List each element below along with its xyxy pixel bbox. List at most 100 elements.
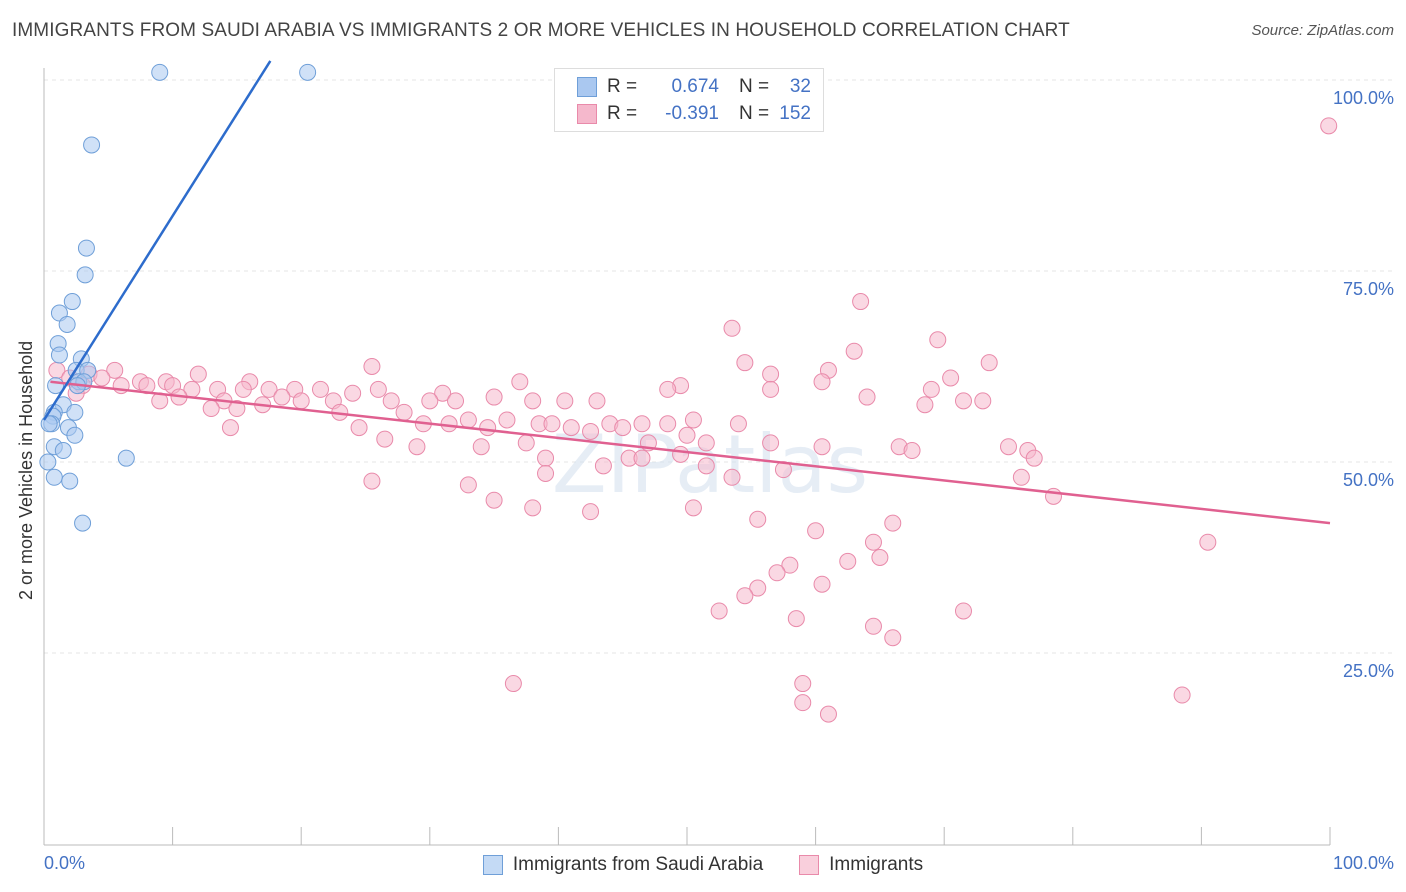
data-point-immigrants: [813, 575, 831, 593]
data-point-saudi-arabia: [77, 239, 95, 257]
data-point-immigrants: [382, 392, 400, 410]
data-point-immigrants: [1000, 438, 1017, 456]
data-point-immigrants: [916, 396, 934, 414]
data-point-immigrants: [517, 434, 535, 452]
data-point-immigrants: [434, 384, 452, 402]
data-point-immigrants: [813, 373, 831, 391]
data-point-immigrants: [633, 415, 651, 433]
data-point-immigrants: [447, 392, 465, 410]
data-point-saudi-arabia: [45, 468, 63, 486]
data-point-immigrants: [633, 449, 651, 467]
data-point-immigrants: [903, 442, 921, 460]
data-point-saudi-arabia: [54, 442, 72, 460]
data-point-immigrants: [472, 438, 490, 456]
data-point-immigrants: [749, 510, 767, 528]
data-point-immigrants: [1012, 468, 1030, 486]
r-label: R =: [607, 76, 638, 97]
legend-swatch-pink: [799, 855, 820, 875]
data-point-immigrants: [684, 411, 702, 429]
legend-item-saudi-arabia[interactable]: Immigrants from Saudi Arabia: [482, 854, 764, 876]
data-point-immigrants: [723, 319, 741, 337]
legend-item-immigrants[interactable]: Immigrants: [799, 854, 923, 876]
data-point-immigrants: [864, 617, 882, 635]
y-axis-label: 2 or more Vehicles in Household: [16, 340, 36, 600]
data-point-immigrants: [807, 522, 825, 540]
data-point-immigrants: [922, 380, 940, 398]
series-legend: Immigrants from Saudi Arabia Immigrants: [0, 852, 1406, 878]
x-tick-label: 100.0%: [1333, 853, 1394, 873]
source-credit: Source: ZipAtlas.com: [1251, 22, 1394, 39]
data-point-saudi-arabia: [61, 472, 79, 490]
gridlines: [44, 79, 1395, 654]
data-point-immigrants: [974, 392, 992, 410]
data-point-immigrants: [556, 392, 574, 410]
y-tick-label: 25.0%: [1343, 661, 1394, 681]
legend-label-saudi-arabia: Immigrants from Saudi Arabia: [512, 854, 764, 875]
data-point-saudi-arabia: [83, 136, 101, 154]
data-point-immigrants: [819, 705, 837, 723]
data-point-immigrants: [736, 587, 754, 605]
y-tick-label: 100.0%: [1333, 88, 1394, 108]
data-point-immigrants: [659, 380, 677, 398]
data-point-immigrants: [884, 514, 902, 532]
data-point-immigrants: [659, 415, 677, 433]
data-point-immigrants: [395, 403, 413, 421]
data-point-saudi-arabia: [50, 346, 68, 364]
data-point-immigrants: [221, 419, 239, 437]
data-point-immigrants: [787, 610, 805, 628]
data-point-immigrants: [459, 411, 477, 429]
data-point-immigrants: [710, 602, 728, 620]
data-point-immigrants: [344, 384, 362, 402]
data-point-immigrants: [678, 426, 696, 444]
legend-swatch-pink: [577, 104, 597, 124]
r-value: 0.674: [671, 76, 719, 97]
data-point-immigrants: [723, 468, 741, 486]
data-point-immigrants: [942, 369, 960, 387]
data-point-immigrants: [864, 533, 882, 551]
data-point-saudi-arabia: [40, 415, 58, 433]
data-point-immigrants: [504, 675, 522, 693]
legend-label-immigrants: Immigrants: [829, 854, 924, 875]
data-point-immigrants: [260, 380, 278, 398]
data-point-saudi-arabia: [63, 293, 81, 311]
data-point-immigrants: [749, 579, 767, 597]
data-point-immigrants: [762, 434, 780, 452]
data-point-immigrants: [498, 411, 516, 429]
data-point-immigrants: [350, 419, 368, 437]
data-point-immigrants: [845, 342, 863, 360]
n-value: 32: [789, 76, 811, 97]
y-tick-label: 75.0%: [1343, 279, 1394, 299]
data-point-immigrants: [479, 419, 497, 437]
y-tick-label: 50.0%: [1343, 470, 1394, 490]
legend-swatch-blue: [577, 77, 597, 97]
data-point-immigrants: [884, 629, 902, 647]
data-point-saudi-arabia: [117, 449, 135, 467]
data-point-immigrants: [954, 392, 972, 410]
trend-line-saudi-arabia: [42, 60, 272, 421]
data-point-immigrants: [762, 380, 780, 398]
data-point-immigrants: [762, 365, 780, 383]
data-point-immigrants: [729, 415, 747, 433]
data-point-immigrants: [202, 400, 220, 418]
data-point-saudi-arabia: [76, 266, 94, 284]
data-point-saudi-arabia: [74, 514, 92, 532]
data-point-saudi-arabia: [66, 403, 84, 421]
legend-row-immigrants: R = -0.391 N = 152: [577, 101, 811, 127]
r-label: R =: [607, 103, 638, 124]
data-point-immigrants: [582, 503, 600, 521]
data-point-immigrants: [543, 415, 561, 433]
data-point-immigrants: [1320, 117, 1338, 135]
data-point-immigrants: [228, 400, 246, 418]
data-point-immigrants: [871, 549, 889, 566]
data-point-immigrants: [594, 457, 612, 475]
data-point-immigrants: [839, 552, 857, 570]
data-point-immigrants: [511, 373, 529, 391]
data-point-immigrants: [440, 415, 458, 433]
data-point-immigrants: [376, 430, 394, 448]
data-point-immigrants: [794, 675, 812, 693]
data-point-immigrants: [459, 476, 477, 494]
data-point-immigrants: [954, 602, 972, 620]
data-point-immigrants: [582, 422, 600, 440]
trend-line-immigrants: [50, 380, 1331, 525]
data-point-immigrants: [1173, 686, 1191, 704]
